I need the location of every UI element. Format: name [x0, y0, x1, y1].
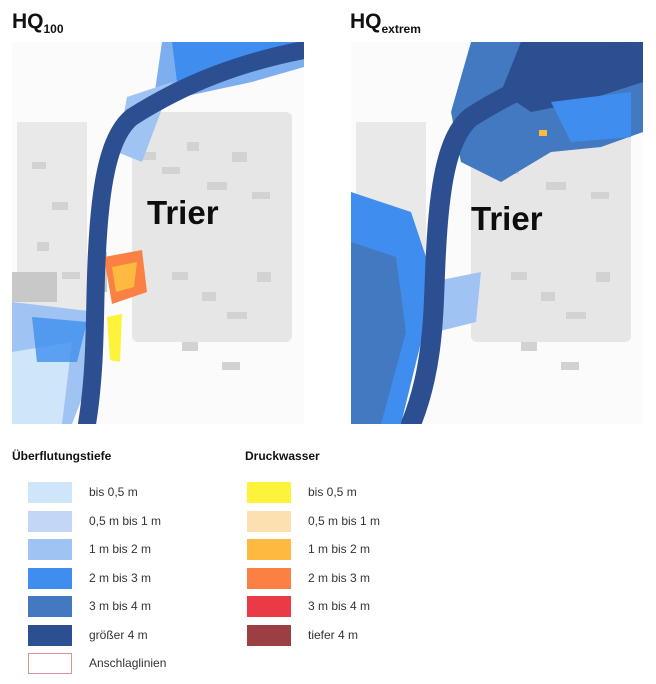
river-mosel [78, 42, 304, 424]
flood-map-hqextrem-graphic: Trier [351, 42, 643, 424]
legend-swatch [28, 596, 72, 617]
legend-label: 3 m bis 4 m [308, 599, 371, 613]
flood-area-southwest-deep [32, 317, 87, 362]
pressure-water-spot [539, 130, 547, 136]
pressure-water-south [107, 314, 122, 362]
legend-label: 3 m bis 4 m [89, 599, 152, 613]
map-title-hqextrem: HQextrem [350, 10, 421, 36]
legend-swatch [28, 624, 72, 646]
legend-heading-pressure-water: Druckwasser [245, 449, 320, 463]
legend-swatch [247, 596, 291, 617]
legend-label: 1 m bis 2 m [89, 542, 152, 556]
legend-swatch [28, 539, 72, 560]
legend-label: 0,5 m bis 1 m [308, 513, 381, 528]
legend-swatch [247, 482, 291, 503]
city-label: Trier [471, 200, 543, 237]
city-label: Trier [147, 194, 219, 231]
legend-label: bis 0,5 m [308, 485, 357, 499]
pressure-water-area-core [112, 262, 137, 292]
legend-swatch [247, 567, 291, 589]
legend-label: 1 m bis 2 m [308, 542, 371, 556]
legend-swatch [247, 624, 291, 646]
river-mosel [401, 42, 643, 424]
legend-swatch [28, 482, 72, 503]
legend-label: Anschlaglinien [89, 656, 167, 670]
map-title-hq100: HQ100 [12, 10, 64, 36]
legend-label: bis 0,5 m [89, 485, 138, 499]
legend-label: tiefer 4 m [308, 627, 359, 642]
flood-area-west-deep [351, 242, 406, 424]
legend-label: größer 4 m [89, 627, 148, 642]
legend-label: 2 m bis 3 m [308, 570, 371, 585]
legend-swatch [28, 567, 72, 589]
legend-swatch [247, 539, 291, 560]
legend-label: 2 m bis 3 m [89, 570, 152, 585]
flood-area-southwest-shallow [12, 342, 72, 424]
flood-map-hqextrem: Trier [351, 42, 643, 424]
legend-label: 0,5 m bis 1 m [89, 513, 162, 528]
legend-swatch [28, 510, 72, 532]
legend-swatch-outline [28, 653, 72, 674]
flood-area-north-medium [551, 92, 631, 142]
legend-heading-flood-depth: Überflutungstiefe [12, 449, 112, 463]
flood-map-hq100: Trier [12, 42, 304, 424]
flood-map-hq100-graphic: Trier [12, 42, 304, 424]
legend-swatch [247, 510, 291, 532]
